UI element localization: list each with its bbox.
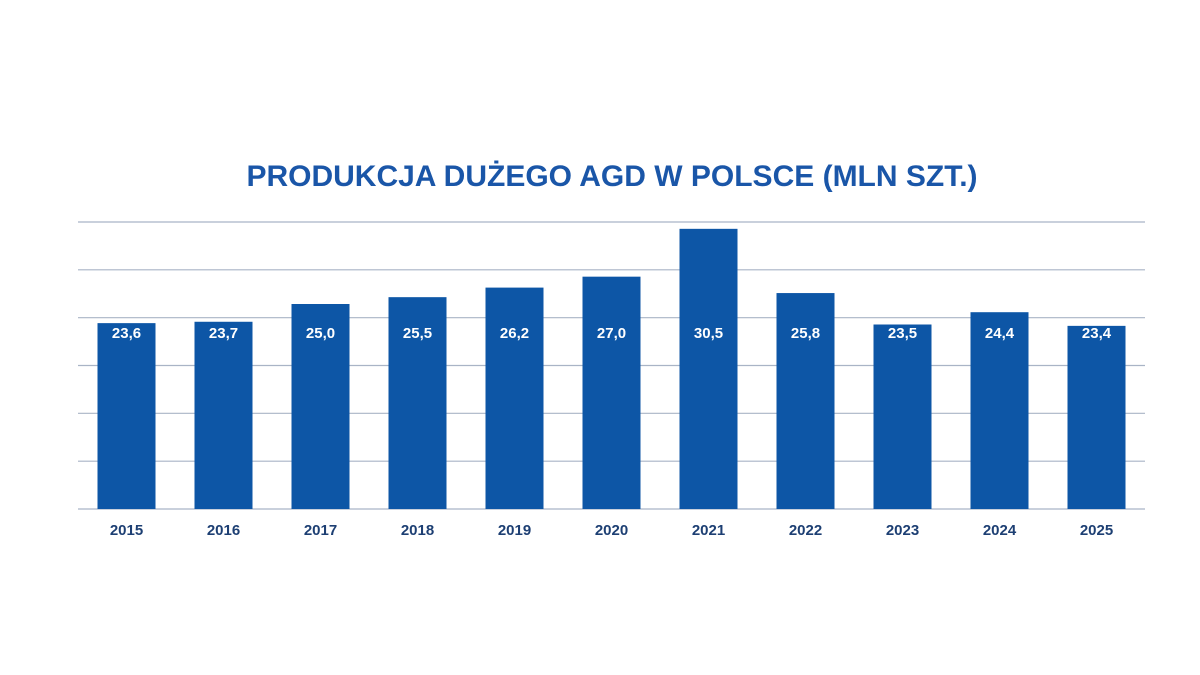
value-label: 23,5 [888, 325, 917, 342]
bar [291, 304, 350, 509]
x-tick-label: 2022 [789, 522, 822, 539]
x-tick-label: 2020 [595, 522, 628, 539]
value-label: 25,5 [403, 325, 432, 342]
bar [194, 321, 253, 509]
bar [1067, 325, 1126, 509]
bar [679, 228, 738, 510]
chart-title: PRODUKCJA DUŻEGO AGD W POLSCE (MLN SZT.) [246, 160, 977, 193]
value-label: 30,5 [694, 325, 723, 342]
bar [97, 323, 156, 509]
x-tick-label: 2024 [983, 522, 1017, 539]
x-tick-label: 2025 [1080, 522, 1113, 539]
value-label: 25,8 [791, 325, 820, 342]
x-tick-label: 2016 [207, 522, 240, 539]
bar [873, 324, 932, 509]
x-tick-label: 2021 [692, 522, 725, 539]
bar [970, 312, 1029, 509]
value-label: 23,6 [112, 325, 141, 342]
value-label: 23,4 [1082, 325, 1112, 342]
bar [388, 297, 447, 509]
value-label: 27,0 [597, 325, 626, 342]
x-tick-label: 2023 [886, 522, 919, 539]
value-label: 25,0 [306, 325, 335, 342]
x-tick-label: 2015 [110, 522, 143, 539]
bar [776, 293, 835, 509]
x-tick-label: 2019 [498, 522, 531, 539]
value-label: 24,4 [985, 325, 1015, 342]
bar [485, 287, 544, 509]
value-label: 26,2 [500, 325, 529, 342]
x-tick-label: 2018 [401, 522, 434, 539]
bar [582, 276, 641, 509]
x-tick-label: 2017 [304, 522, 337, 539]
value-label: 23,7 [209, 325, 238, 342]
